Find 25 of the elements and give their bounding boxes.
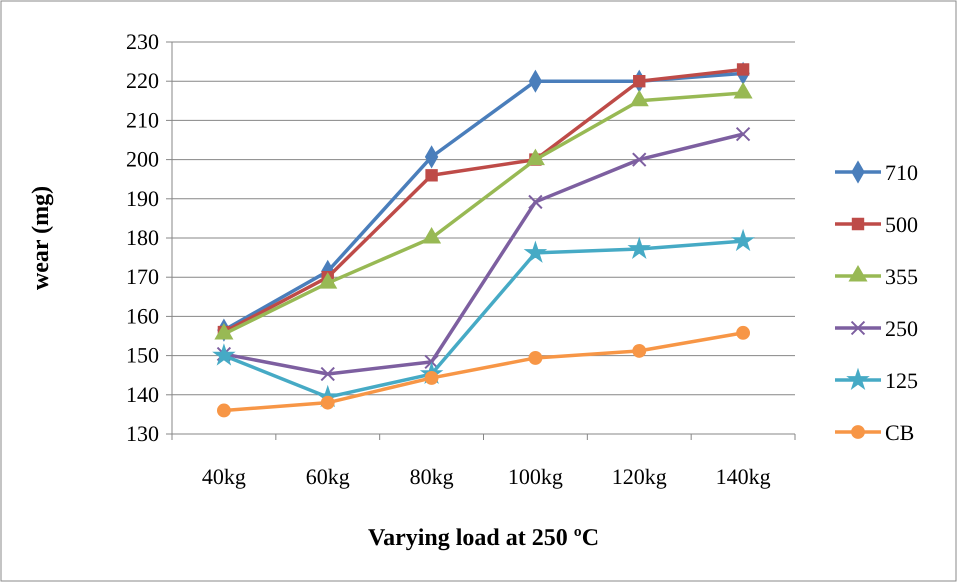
y-tick-label: 150 bbox=[126, 342, 159, 368]
y-tick-label: 140 bbox=[126, 382, 159, 407]
x-tick-label: 80kg bbox=[410, 464, 454, 489]
legend-label: CB bbox=[885, 420, 914, 445]
legend-label: 250 bbox=[885, 316, 918, 341]
y-tick-label: 170 bbox=[126, 264, 159, 290]
x-tick-label: 60kg bbox=[306, 464, 350, 489]
y-tick-label: 180 bbox=[126, 225, 159, 250]
y-tick-label: 130 bbox=[126, 421, 159, 446]
y-tick-label: 190 bbox=[126, 186, 159, 211]
legend-label: 125 bbox=[885, 368, 918, 393]
y-tick-label: 210 bbox=[126, 107, 159, 132]
x-tick-label: 100kg bbox=[508, 464, 563, 489]
x-tick-label: 120kg bbox=[612, 464, 667, 489]
y-tick-label: 160 bbox=[126, 303, 159, 328]
y-axis-title: wear (mg) bbox=[28, 186, 54, 290]
y-tick-label: 230 bbox=[126, 29, 159, 54]
x-tick-label: 40kg bbox=[202, 464, 246, 489]
y-tick-label: 220 bbox=[126, 68, 159, 94]
legend-label: 355 bbox=[885, 264, 918, 289]
legend-label: 500 bbox=[885, 212, 918, 237]
x-tick-label: 140kg bbox=[716, 464, 771, 489]
y-tick-label: 200 bbox=[126, 146, 159, 172]
x-axis-title: Varying load at 250 ºC bbox=[368, 525, 600, 551]
legend-label: 710 bbox=[885, 160, 918, 185]
